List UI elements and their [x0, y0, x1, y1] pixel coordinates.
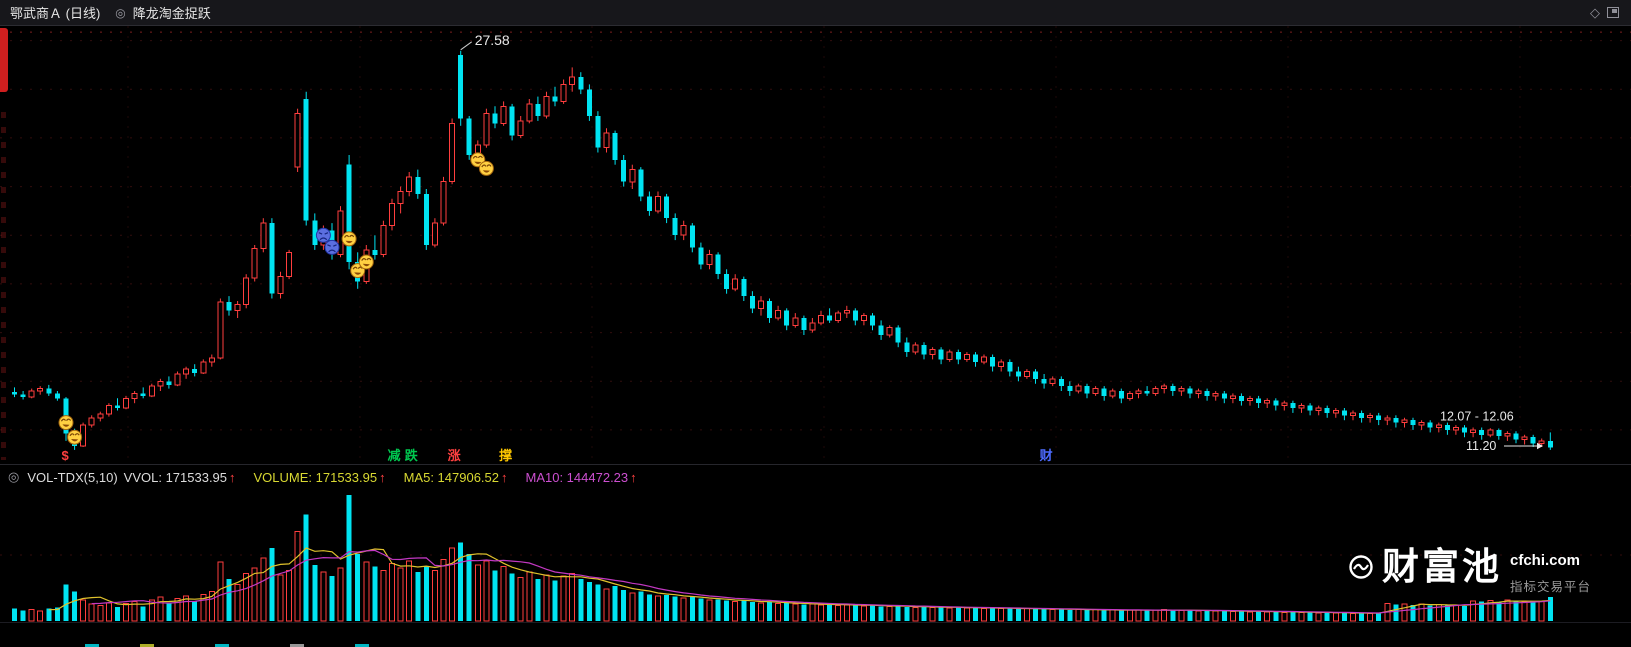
watermark-domain: cfchi.com	[1510, 552, 1581, 569]
watermark-tagline: 指标交易平台	[1510, 580, 1592, 594]
indicator-toggle-icon[interactable]: ◎	[115, 5, 126, 20]
volume-indicator-name[interactable]: VOL-TDX(5,10)	[27, 469, 118, 485]
cutoff-fragment	[290, 644, 304, 647]
diamond-icon[interactable]: ◇	[1590, 4, 1600, 20]
ma5-up-arrow-icon: ↑	[501, 469, 508, 485]
gold-coin-face-icon	[478, 160, 494, 176]
volume-chart-pane[interactable]	[0, 488, 1631, 622]
svg-text:$: $	[62, 448, 70, 463]
volume-readout: VOLUME: 171533.95 ↑	[253, 469, 386, 485]
svg-text:减: 减	[388, 448, 401, 463]
vvol-readout: VVOL: 171533.95 ↑	[123, 469, 236, 485]
watermark-brand: 财富池	[1382, 546, 1502, 587]
blue-sad-face-icon	[315, 227, 331, 243]
price-chart-pane[interactable]: $ 减跌 涨 撑 财 27.58 12.07 - 12.06 11.20	[0, 26, 1631, 464]
top-bar: 鄂武商Ａ (日线) ◎ 降龙淘金捉跃 ◇	[0, 0, 1631, 26]
svg-text:跌: 跌	[405, 448, 419, 463]
volume-indicator-header: ◎ VOL-TDX(5,10) VVOL: 171533.95 ↑ VOLUME:…	[0, 464, 1631, 489]
cutoff-fragment	[140, 644, 154, 647]
emoji-markers	[58, 152, 494, 445]
main-indicator-name: 降龙淘金捉跃	[132, 6, 211, 21]
stock-title: 鄂武商Ａ (日线)	[10, 6, 101, 21]
cutoff-fragment	[355, 644, 369, 647]
signal-marks: $ 减跌 涨 撑 财	[62, 448, 1053, 463]
ma10-up-arrow-icon: ↑	[630, 469, 637, 485]
blue-sad-face-icon	[324, 239, 340, 255]
gold-coin-face-icon	[58, 415, 74, 431]
watermark-right-col: cfchi.com 指标交易平台	[1510, 552, 1591, 595]
grid	[0, 26, 1631, 464]
volume-up-arrow-icon: ↑	[379, 469, 386, 485]
gold-coin-face-icon	[341, 231, 357, 247]
svg-text:财: 财	[1040, 448, 1053, 463]
volume-ma-lines	[48, 547, 1551, 614]
candles	[12, 50, 1553, 450]
gold-coin-face-icon	[67, 429, 83, 445]
cfchi-watermark: 财富池 cfchi.com 指标交易平台	[1348, 548, 1591, 595]
bottom-cutoff-strip	[0, 622, 1631, 647]
ma5-readout: MA5: 147906.52 ↑	[403, 469, 508, 485]
left-edge-tag[interactable]	[0, 28, 8, 92]
volume-collapse-icon[interactable]: ◎	[8, 469, 20, 484]
panel-icon-inner	[1612, 9, 1617, 13]
candlestick-chart[interactable]: $ 减跌 涨 撑 财 27.58 12.07 - 12.06 11.20	[0, 26, 1631, 464]
svg-text:涨: 涨	[447, 448, 461, 463]
cutoff-fragment	[85, 644, 99, 647]
volume-chart[interactable]	[0, 488, 1631, 622]
vvol-up-arrow-icon: ↑	[229, 469, 236, 485]
svg-text:撑: 撑	[499, 448, 512, 463]
left-edge-watermark	[1, 112, 6, 460]
cutoff-fragment	[215, 644, 229, 647]
panel-icon[interactable]	[1607, 7, 1619, 18]
right-price-label: 11.20	[1466, 439, 1496, 453]
right-price-label: 12.07 - 12.06	[1440, 410, 1514, 424]
ma10-readout: MA10: 144472.23 ↑	[525, 469, 637, 485]
gold-coin-face-icon	[358, 254, 374, 270]
cfchi-logo	[1349, 555, 1373, 579]
peak-price-label: 27.58	[475, 32, 510, 48]
annotations: 27.58 12.07 - 12.06 11.20	[460, 32, 1543, 453]
